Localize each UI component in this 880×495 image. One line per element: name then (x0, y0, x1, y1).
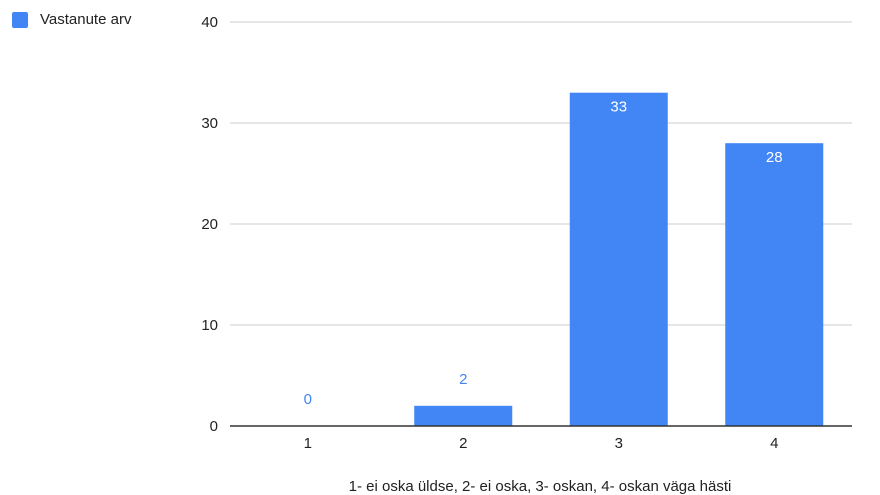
bar (725, 143, 824, 426)
y-tick-label: 0 (210, 418, 218, 435)
y-tick-label: 30 (201, 115, 218, 132)
y-tick-label: 20 (201, 216, 218, 233)
bar (414, 405, 513, 426)
data-label: 28 (766, 149, 783, 166)
bar (569, 92, 668, 426)
data-label: 0 (304, 391, 312, 408)
y-tick-label: 10 (201, 317, 218, 334)
data-labels: 0 2 33 28 (304, 99, 783, 408)
x-axis-title: 1- ei oska üldse, 2- ei oska, 3- oskan, … (348, 478, 732, 495)
bars (414, 92, 824, 426)
legend-swatch (12, 11, 28, 28)
legend: Vastanute arv (12, 11, 131, 28)
x-axis-ticks: 1 2 3 4 (304, 435, 779, 452)
data-label: 2 (459, 371, 467, 388)
data-label: 33 (610, 99, 627, 116)
x-tick-label: 3 (615, 435, 623, 452)
y-axis-ticks: 0 10 20 30 40 (201, 14, 218, 435)
x-tick-label: 4 (770, 435, 778, 452)
y-tick-label: 40 (201, 14, 218, 31)
x-tick-label: 2 (459, 435, 467, 452)
x-tick-label: 1 (304, 435, 312, 452)
legend-label: Vastanute arv (40, 11, 132, 28)
